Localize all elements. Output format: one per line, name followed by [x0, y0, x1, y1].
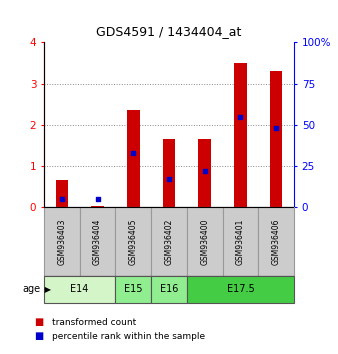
Point — [238, 114, 243, 119]
Text: GDS4591 / 1434404_at: GDS4591 / 1434404_at — [96, 25, 242, 38]
Text: E16: E16 — [160, 284, 178, 295]
Point — [273, 125, 279, 131]
Text: GSM936403: GSM936403 — [57, 218, 66, 265]
Bar — [187, 207, 223, 276]
Text: GSM936400: GSM936400 — [200, 218, 209, 265]
Bar — [55, 180, 68, 207]
Bar — [198, 139, 211, 207]
Text: GSM936405: GSM936405 — [129, 218, 138, 265]
Bar — [80, 207, 115, 276]
Bar — [270, 71, 283, 207]
Point — [59, 196, 65, 202]
Bar — [258, 207, 294, 276]
Bar — [44, 207, 80, 276]
Bar — [151, 207, 187, 276]
Bar — [234, 63, 247, 207]
Text: percentile rank within the sample: percentile rank within the sample — [52, 332, 206, 341]
Text: ■: ■ — [34, 331, 43, 341]
Text: E17.5: E17.5 — [226, 284, 254, 295]
Point — [130, 150, 136, 156]
Text: GSM936406: GSM936406 — [272, 218, 281, 265]
Bar — [115, 276, 151, 303]
Text: GSM936402: GSM936402 — [165, 218, 173, 265]
Bar — [151, 276, 187, 303]
Bar — [163, 139, 175, 207]
Text: ▶: ▶ — [42, 285, 51, 294]
Point — [95, 196, 100, 202]
Text: age: age — [22, 284, 41, 295]
Text: GSM936404: GSM936404 — [93, 218, 102, 265]
Point — [166, 176, 172, 182]
Bar — [44, 276, 115, 303]
Text: ■: ■ — [34, 317, 43, 327]
Bar — [187, 276, 294, 303]
Bar — [127, 110, 140, 207]
Text: transformed count: transformed count — [52, 318, 137, 327]
Text: E14: E14 — [71, 284, 89, 295]
Text: E15: E15 — [124, 284, 143, 295]
Point — [202, 168, 208, 174]
Bar — [91, 206, 104, 207]
Bar — [223, 207, 258, 276]
Text: GSM936401: GSM936401 — [236, 218, 245, 265]
Bar — [115, 207, 151, 276]
